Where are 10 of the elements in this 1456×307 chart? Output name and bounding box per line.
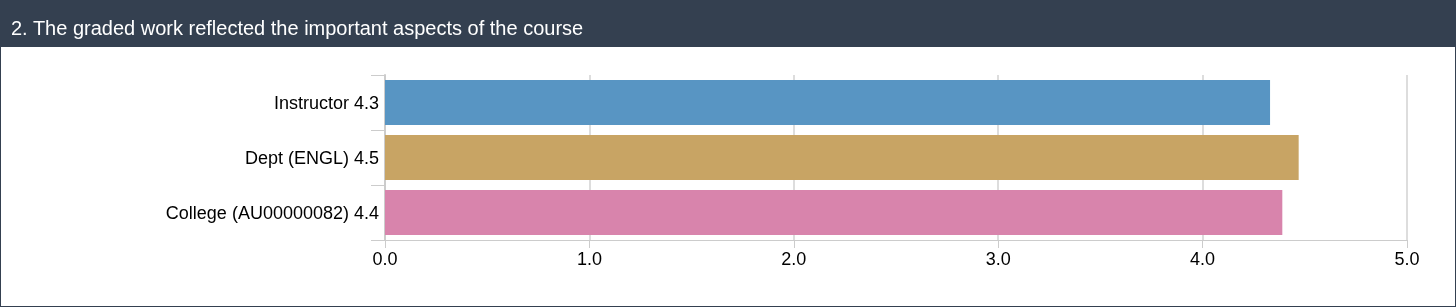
x-tick-label: 3.0	[985, 249, 1011, 269]
chart-title: 2. The graded work reflected the important aspects of the course	[1, 1, 1455, 47]
x-tick-label: 4.0	[1190, 249, 1216, 269]
y-tick-label: Dept (ENGL) 4.5	[244, 147, 379, 168]
x-tick-label: 1.0	[576, 249, 602, 269]
y-tick-label: College (AU00000082) 4.4	[165, 202, 379, 223]
x-tick-label: 2.0	[781, 249, 807, 269]
x-tick-label: 0.0	[372, 249, 398, 269]
x-tick-label: 5.0	[1394, 249, 1420, 269]
y-tick-label: Instructor 4.3	[273, 92, 379, 113]
